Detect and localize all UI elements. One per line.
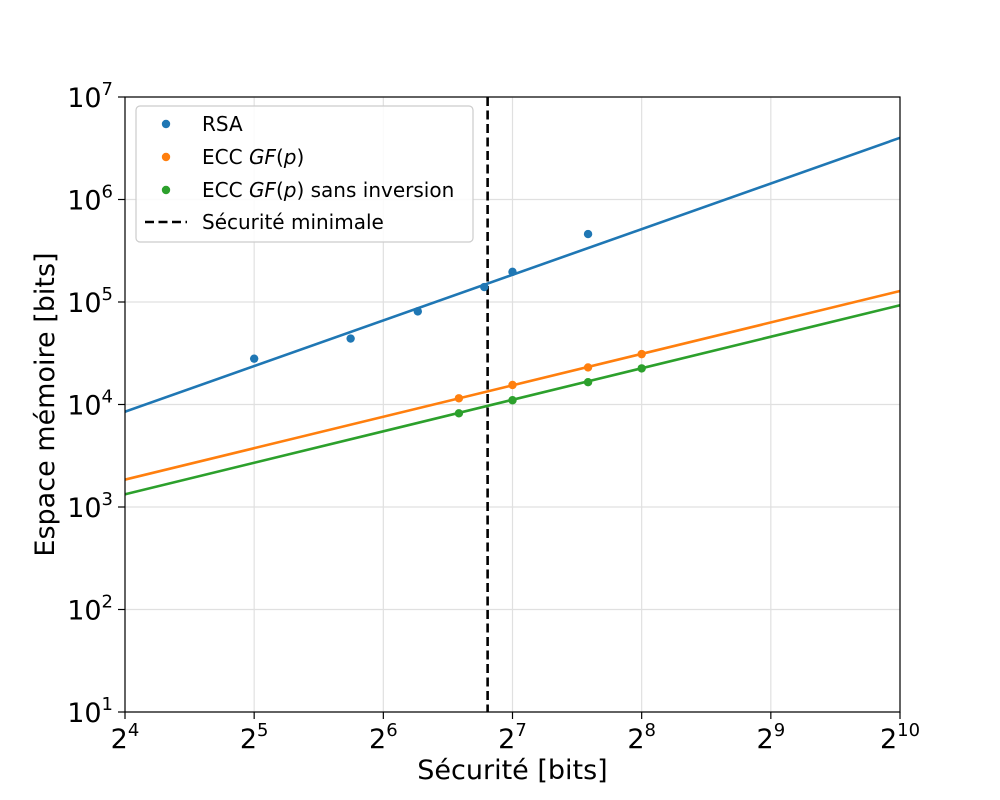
y-tick-label: 102 bbox=[67, 592, 113, 627]
data-point bbox=[413, 307, 422, 316]
data-point bbox=[583, 378, 593, 387]
data-point bbox=[637, 349, 646, 359]
axis-ticks: 24 25 26 27 28 29 210 101 102 103 104 105 106 107 bbox=[67, 79, 920, 755]
legend-label: ECC GF(p) sans inversion bbox=[202, 178, 454, 202]
legend-box bbox=[135, 105, 474, 243]
y-tick-label: 106 bbox=[67, 182, 113, 217]
data-point bbox=[346, 334, 355, 343]
y-tick-label: 103 bbox=[67, 489, 113, 524]
data-point bbox=[508, 396, 517, 405]
legend: RSA ECC GF(p) ECC GF(p) sans inversion Sécu… bbox=[135, 105, 474, 243]
x-tick-label: 26 bbox=[369, 720, 398, 755]
data-point bbox=[637, 364, 646, 373]
x-tick-label: 24 bbox=[111, 720, 140, 755]
data-point bbox=[508, 267, 517, 277]
y-tick-label: 107 bbox=[67, 79, 113, 114]
x-tick-label: 25 bbox=[240, 720, 269, 755]
legend-label: RSA bbox=[202, 112, 243, 136]
legend-marker bbox=[161, 152, 171, 162]
data-point bbox=[454, 409, 464, 418]
data-point bbox=[583, 229, 593, 239]
data-point bbox=[508, 380, 517, 390]
y-tick-label: 105 bbox=[67, 284, 113, 319]
legend-label: Sécurité minimale bbox=[202, 210, 384, 234]
y-tick-label: 104 bbox=[67, 387, 113, 422]
x-tick-label: 29 bbox=[757, 720, 786, 755]
data-point bbox=[583, 363, 593, 372]
data-point bbox=[249, 354, 259, 363]
legend-marker bbox=[161, 185, 171, 195]
x-tick-label: 210 bbox=[880, 720, 920, 755]
data-points bbox=[249, 229, 646, 418]
y-axis-label: Espace mémoire [bits] bbox=[30, 252, 61, 556]
legend-marker bbox=[161, 119, 171, 129]
x-tick-label: 28 bbox=[627, 720, 656, 755]
x-tick-label: 27 bbox=[498, 720, 527, 755]
x-axis-label: Sécurité [bits] bbox=[417, 755, 607, 786]
data-point bbox=[454, 394, 464, 403]
legend-label: ECC GF(p) bbox=[202, 145, 304, 169]
y-tick-label: 101 bbox=[67, 694, 113, 729]
data-point bbox=[480, 282, 489, 292]
